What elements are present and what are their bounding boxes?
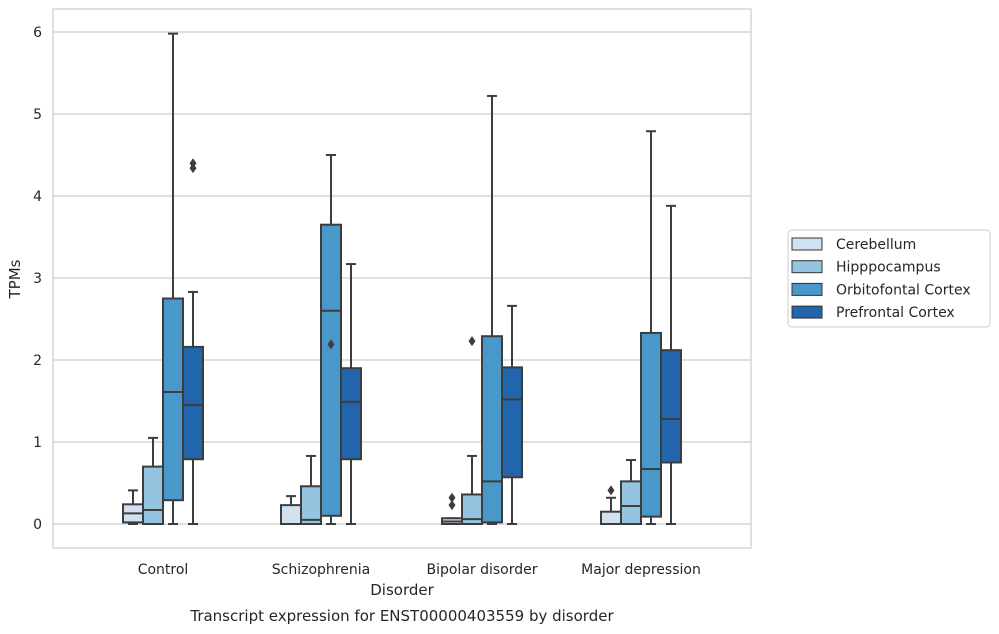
legend-swatch (791, 305, 823, 319)
outlier-point (327, 339, 335, 350)
x-tick-labels: Control Schizophrenia Bipolar disorder Majo… (138, 562, 701, 578)
x-tick-label: Bipolar disorder (426, 562, 537, 578)
box (162, 32, 184, 525)
box (501, 304, 523, 525)
legend-swatch (791, 282, 823, 296)
legend-label: Prefrontal Cortex (836, 305, 955, 321)
legend-frame (787, 229, 991, 328)
legend-swatch (791, 260, 823, 274)
box-body (280, 504, 302, 526)
legend-swatch (791, 237, 823, 251)
legend-label: Hipppocampus (836, 260, 941, 276)
box (660, 204, 682, 525)
box-body (300, 485, 322, 525)
box-body (620, 480, 642, 525)
box-body (660, 349, 682, 464)
y-tick-label: 1 (33, 435, 42, 451)
y-axis-label: TPMs (6, 259, 24, 299)
x-tick-label: Control (138, 562, 189, 578)
x-tick-label: Schizophrenia (272, 562, 370, 578)
y-tick-label: 0 (33, 517, 42, 533)
outlier-point (189, 158, 197, 169)
box-body (600, 510, 622, 526)
y-tick-label: 5 (33, 107, 42, 123)
box-body (182, 345, 204, 461)
chart-title: Transcript expression for ENST0000040355… (189, 607, 614, 625)
outlier-point (468, 336, 476, 347)
y-tick-label: 4 (33, 189, 42, 205)
outlier-point (448, 500, 456, 511)
box (441, 492, 463, 526)
box (461, 336, 483, 526)
x-tick-label: Major depression (581, 562, 701, 578)
box-body (481, 335, 503, 524)
box-body (162, 297, 184, 502)
box-body (640, 331, 662, 518)
plot-frame (52, 8, 752, 549)
y-tick-label: 6 (33, 25, 42, 41)
box-body (340, 367, 362, 461)
legend-label: Cerebellum (836, 237, 916, 253)
box (122, 489, 144, 525)
box (600, 485, 622, 526)
y-tick-labels: 0 1 2 3 4 5 6 (33, 25, 42, 533)
box (300, 454, 322, 525)
box (182, 158, 204, 525)
box (340, 263, 362, 525)
box-body (501, 366, 523, 479)
box (142, 436, 164, 526)
legend-label: Orbitofontal Cortex (836, 282, 971, 298)
outlier-point (448, 492, 456, 503)
y-tick-label: 2 (33, 353, 42, 369)
box-body (320, 223, 342, 517)
legend: Cerebellum Hipppocampus Orbitofontal Corte… (787, 229, 991, 328)
outlier-point (607, 485, 615, 496)
box-series (122, 32, 682, 526)
y-tick-label: 3 (33, 271, 42, 287)
box-body (142, 465, 164, 526)
x-axis-label: Disorder (370, 581, 434, 599)
